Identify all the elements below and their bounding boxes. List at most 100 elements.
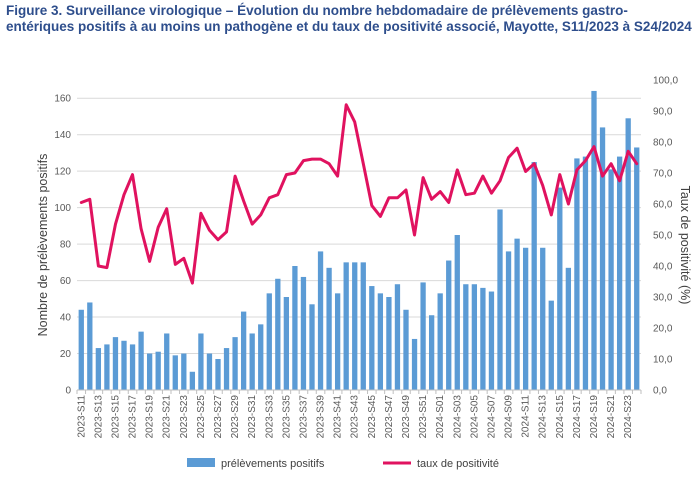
- y-tick-label: 140: [54, 130, 71, 141]
- bar: [437, 293, 443, 390]
- bar: [334, 293, 341, 390]
- x-tick-label: 2023-S15: [110, 395, 121, 439]
- y2-tick-label: 60,0: [653, 200, 673, 211]
- y2-tick-label: 80,0: [653, 138, 673, 149]
- bar: [360, 262, 366, 390]
- y2-tick-label: 40,0: [653, 262, 673, 273]
- bar: [548, 300, 554, 390]
- bar: [634, 147, 640, 390]
- bar: [292, 266, 298, 390]
- bar: [78, 309, 84, 390]
- positivity-line: [79, 103, 639, 285]
- bar: [155, 351, 161, 390]
- bar: [505, 251, 512, 390]
- line-series: [79, 103, 639, 285]
- bar: [514, 238, 520, 390]
- x-tick-label: 2023-S11: [76, 395, 87, 438]
- bar: [275, 278, 281, 390]
- bar: [531, 162, 537, 390]
- legend-bar-label: prélèvements positifs: [221, 458, 325, 470]
- x-tick-label: 2023-S19: [145, 395, 156, 439]
- x-tick-label: 2023-S33: [264, 395, 275, 439]
- bar: [240, 311, 247, 390]
- bar: [266, 293, 272, 390]
- x-tick-label: 2023-S45: [367, 395, 378, 439]
- x-tick-label: 2023-S41: [333, 395, 344, 439]
- x-tick-label: 2024-S13: [538, 395, 549, 439]
- x-tick-label: 2024-S09: [504, 395, 515, 439]
- bar: [343, 262, 349, 390]
- bar: [258, 324, 264, 390]
- bar: [480, 287, 486, 390]
- bar: [232, 337, 238, 390]
- bar: [317, 251, 324, 390]
- bar: [557, 187, 563, 390]
- x-tick-label: 2024-S03: [452, 395, 463, 439]
- right-axis-ticks: 0,0 10,0 20,0 30,0 40,0 50,0 60,0 70,0 80,0 90,0 1…: [653, 76, 678, 397]
- bar: [454, 235, 460, 390]
- bar: [198, 333, 204, 390]
- y-tick-label: 160: [54, 94, 71, 105]
- bar: [189, 371, 196, 390]
- bar: [471, 284, 478, 390]
- bar: [121, 340, 127, 390]
- bar: [95, 348, 102, 390]
- bar: [352, 262, 358, 390]
- x-tick-label: 2024-S19: [589, 395, 600, 439]
- x-axis-ticks: 2023-S11 2023-S13 2023-S15 2023-S17 2023-S19…: [76, 395, 634, 439]
- x-tick-label: 2024-S05: [469, 395, 480, 439]
- left-axis-ticks: 0 20 40 60 80 100 120 140 160: [54, 94, 71, 397]
- bar: [146, 353, 153, 390]
- legend-bar-swatch: [187, 458, 215, 467]
- y2-tick-label: 90,0: [653, 107, 673, 118]
- x-tick-label: 2024-S23: [623, 395, 634, 439]
- bar: [411, 338, 418, 390]
- bar: [172, 355, 178, 390]
- legend-line-label: taux de positivité: [417, 458, 499, 470]
- bar: [223, 348, 230, 390]
- x-tick-label: 2024-S07: [486, 395, 497, 439]
- y-tick-label: 100: [54, 203, 71, 214]
- bar: [599, 127, 606, 390]
- bar: [181, 353, 187, 390]
- x-tick-label: 2023-S51: [418, 395, 429, 439]
- y-tick-label: 40: [60, 313, 72, 324]
- bar: [283, 297, 290, 390]
- bar: [540, 247, 546, 390]
- x-tick-label: 2024-S15: [555, 395, 566, 439]
- x-tick-label: 2024-S01: [435, 395, 446, 439]
- y2-tick-label: 0,0: [653, 386, 667, 397]
- bar: [625, 118, 631, 390]
- y-tick-label: 80: [60, 240, 72, 251]
- bar: [138, 331, 144, 390]
- x-tick-label: 2023-S23: [179, 395, 190, 439]
- x-tick-label: 2023-S35: [281, 395, 292, 439]
- bar: [309, 304, 315, 390]
- y2-tick-label: 30,0: [653, 293, 673, 304]
- bar: [616, 156, 623, 390]
- x-tick-label: 2024-S17: [572, 395, 583, 439]
- y-tick-label: 20: [60, 349, 72, 360]
- bar: [249, 333, 255, 390]
- bar: [300, 276, 307, 390]
- bar: [386, 297, 392, 390]
- x-tick-label: 2023-S49: [401, 395, 412, 439]
- y-tick-label: 60: [60, 276, 72, 287]
- y2-tick-label: 70,0: [653, 169, 673, 180]
- y2-tick-label: 100,0: [653, 76, 678, 87]
- legend: prélèvements positifs taux de positivité: [187, 458, 499, 470]
- x-tick-label: 2023-S39: [316, 395, 327, 439]
- bar: [394, 284, 401, 390]
- x-tick-label: 2023-S13: [93, 395, 104, 439]
- bar: [369, 286, 375, 390]
- bar: [420, 282, 426, 390]
- bar: [87, 302, 93, 390]
- x-tick-label: 2023-S25: [196, 395, 207, 439]
- bar: [591, 90, 597, 391]
- bar: [112, 337, 119, 390]
- y2-tick-label: 10,0: [653, 355, 673, 366]
- bar: [215, 359, 221, 390]
- bar: [206, 353, 213, 390]
- bar: [488, 291, 495, 390]
- x-tick-label: 2024-S11: [521, 395, 532, 438]
